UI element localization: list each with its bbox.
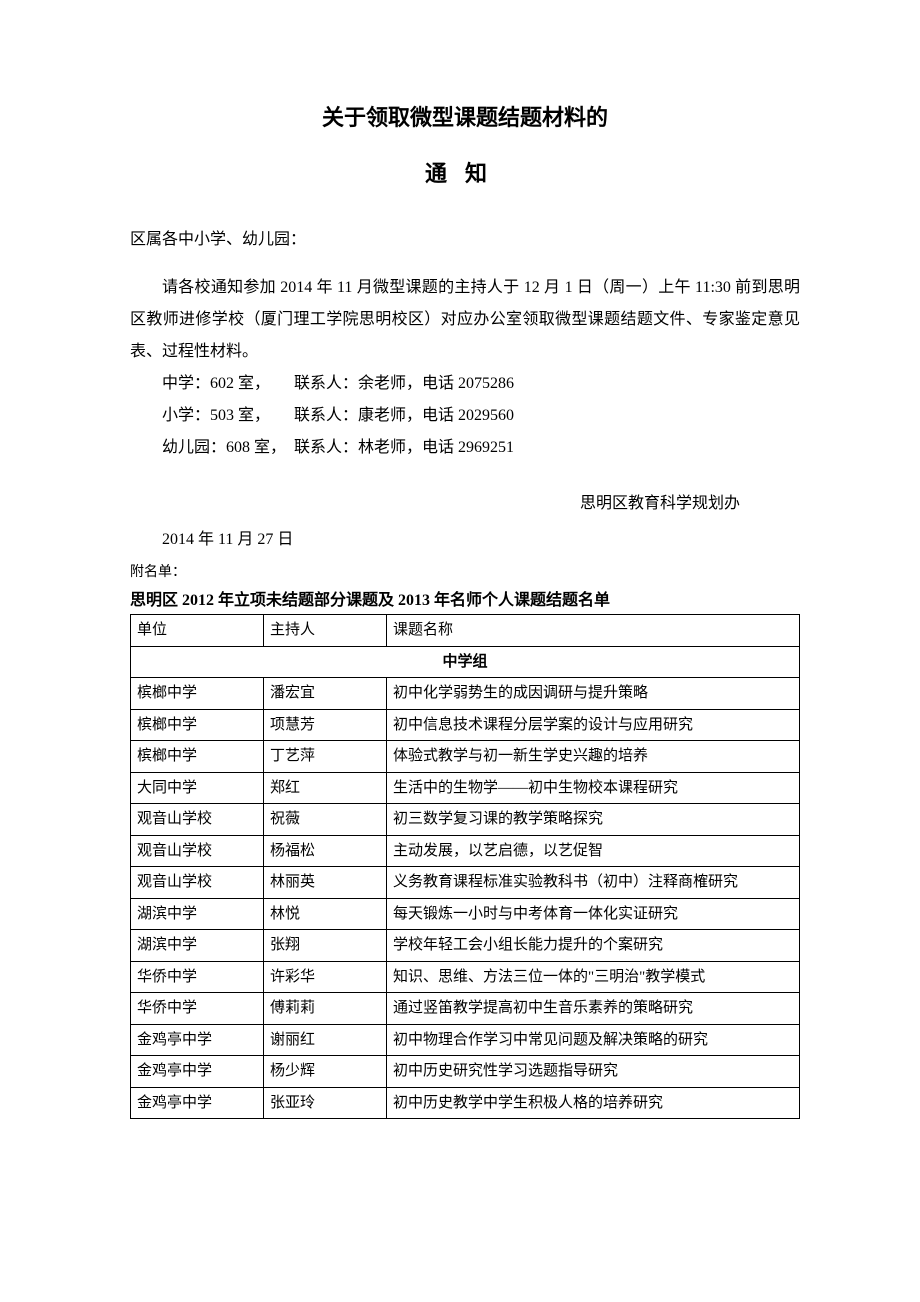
cell-topic: 初中历史教学中学生积极人格的培养研究 <box>387 1087 800 1119</box>
cell-topic: 学校年轻工会小组长能力提升的个案研究 <box>387 930 800 962</box>
table-row: 金鸡亭中学张亚玲初中历史教学中学生积极人格的培养研究 <box>131 1087 800 1119</box>
table-row: 金鸡亭中学谢丽红初中物理合作学习中常见问题及解决策略的研究 <box>131 1024 800 1056</box>
table-row: 槟榔中学项慧芳初中信息技术课程分层学案的设计与应用研究 <box>131 709 800 741</box>
document-subtitle: 通知 <box>130 156 800 188</box>
table-row: 大同中学郑红生活中的生物学——初中生物校本课程研究 <box>131 772 800 804</box>
cell-unit: 金鸡亭中学 <box>131 1087 264 1119</box>
cell-unit: 观音山学校 <box>131 835 264 867</box>
cell-host: 谢丽红 <box>264 1024 387 1056</box>
list-title: 思明区 2012 年立项未结题部分课题及 2013 年名师个人课题结题名单 <box>130 586 800 610</box>
header-host: 主持人 <box>264 615 387 647</box>
contact-line: 幼儿园：608 室， 联系人：林老师，电话 2969251 <box>130 432 800 464</box>
table-row: 金鸡亭中学杨少辉初中历史研究性学习选题指导研究 <box>131 1056 800 1088</box>
group-row: 中学组 <box>131 646 800 678</box>
cell-topic: 通过竖笛教学提高初中生音乐素养的策略研究 <box>387 993 800 1025</box>
cell-host: 张翔 <box>264 930 387 962</box>
cell-topic: 初三数学复习课的教学策略探究 <box>387 804 800 836</box>
cell-unit: 观音山学校 <box>131 867 264 899</box>
document-title: 关于领取微型课题结题材料的 <box>130 100 800 132</box>
page-container: 关于领取微型课题结题材料的 通知 区属各中小学、幼儿园： 请各校通知参加 201… <box>0 0 920 1302</box>
cell-topic: 义务教育课程标准实验教科书（初中）注释商榷研究 <box>387 867 800 899</box>
date-line: 2014 年 11 月 27 日 <box>130 524 800 556</box>
cell-unit: 金鸡亭中学 <box>131 1024 264 1056</box>
table-row: 观音山学校杨福松主动发展，以艺启德，以艺促智 <box>131 835 800 867</box>
header-unit: 单位 <box>131 615 264 647</box>
table-row: 华侨中学许彩华知识、思维、方法三位一体的"三明治"教学模式 <box>131 961 800 993</box>
cell-host: 林悦 <box>264 898 387 930</box>
cell-host: 杨福松 <box>264 835 387 867</box>
table-row: 观音山学校林丽英义务教育课程标准实验教科书（初中）注释商榷研究 <box>131 867 800 899</box>
cell-unit: 金鸡亭中学 <box>131 1056 264 1088</box>
cell-unit: 华侨中学 <box>131 961 264 993</box>
addressee-line: 区属各中小学、幼儿园： <box>130 224 800 256</box>
table-row: 湖滨中学林悦每天锻炼一小时与中考体育一体化实证研究 <box>131 898 800 930</box>
cell-host: 潘宏宜 <box>264 678 387 710</box>
cell-topic: 知识、思维、方法三位一体的"三明治"教学模式 <box>387 961 800 993</box>
table-row: 槟榔中学潘宏宜初中化学弱势生的成因调研与提升策略 <box>131 678 800 710</box>
cell-topic: 每天锻炼一小时与中考体育一体化实证研究 <box>387 898 800 930</box>
group-label-cell: 中学组 <box>131 646 800 678</box>
contact-line: 小学：503 室， 联系人：康老师，电话 2029560 <box>130 400 800 432</box>
contact-line: 中学：602 室， 联系人：余老师，电话 2075286 <box>130 368 800 400</box>
cell-unit: 大同中学 <box>131 772 264 804</box>
cell-unit: 湖滨中学 <box>131 930 264 962</box>
table-row: 观音山学校祝薇初三数学复习课的教学策略探究 <box>131 804 800 836</box>
cell-host: 张亚玲 <box>264 1087 387 1119</box>
table-row: 湖滨中学张翔学校年轻工会小组长能力提升的个案研究 <box>131 930 800 962</box>
cell-host: 祝薇 <box>264 804 387 836</box>
cell-topic: 生活中的生物学——初中生物校本课程研究 <box>387 772 800 804</box>
attachment-label: 附名单： <box>130 562 800 584</box>
cell-host: 丁艺萍 <box>264 741 387 773</box>
header-topic: 课题名称 <box>387 615 800 647</box>
cell-topic: 初中历史研究性学习选题指导研究 <box>387 1056 800 1088</box>
cell-host: 杨少辉 <box>264 1056 387 1088</box>
cell-topic: 初中化学弱势生的成因调研与提升策略 <box>387 678 800 710</box>
cell-topic: 初中物理合作学习中常见问题及解决策略的研究 <box>387 1024 800 1056</box>
cell-unit: 华侨中学 <box>131 993 264 1025</box>
cell-host: 傅莉莉 <box>264 993 387 1025</box>
cell-host: 项慧芳 <box>264 709 387 741</box>
cell-topic: 主动发展，以艺启德，以艺促智 <box>387 835 800 867</box>
cell-unit: 槟榔中学 <box>131 678 264 710</box>
table-row: 华侨中学傅莉莉通过竖笛教学提高初中生音乐素养的策略研究 <box>131 993 800 1025</box>
table-header-row: 单位 主持人 课题名称 <box>131 615 800 647</box>
cell-unit: 观音山学校 <box>131 804 264 836</box>
table-row: 槟榔中学丁艺萍体验式教学与初一新生学史兴趣的培养 <box>131 741 800 773</box>
cell-unit: 湖滨中学 <box>131 898 264 930</box>
body-paragraph: 请各校通知参加 2014 年 11 月微型课题的主持人于 12 月 1 日（周一… <box>130 272 800 368</box>
cell-host: 林丽英 <box>264 867 387 899</box>
topics-table: 单位 主持人 课题名称 中学组 槟榔中学潘宏宜初中化学弱势生的成因调研与提升策略… <box>130 614 800 1119</box>
cell-unit: 槟榔中学 <box>131 741 264 773</box>
cell-topic: 初中信息技术课程分层学案的设计与应用研究 <box>387 709 800 741</box>
signature-line: 思明区教育科学规划办 <box>130 488 800 520</box>
cell-host: 许彩华 <box>264 961 387 993</box>
cell-host: 郑红 <box>264 772 387 804</box>
cell-topic: 体验式教学与初一新生学史兴趣的培养 <box>387 741 800 773</box>
cell-unit: 槟榔中学 <box>131 709 264 741</box>
